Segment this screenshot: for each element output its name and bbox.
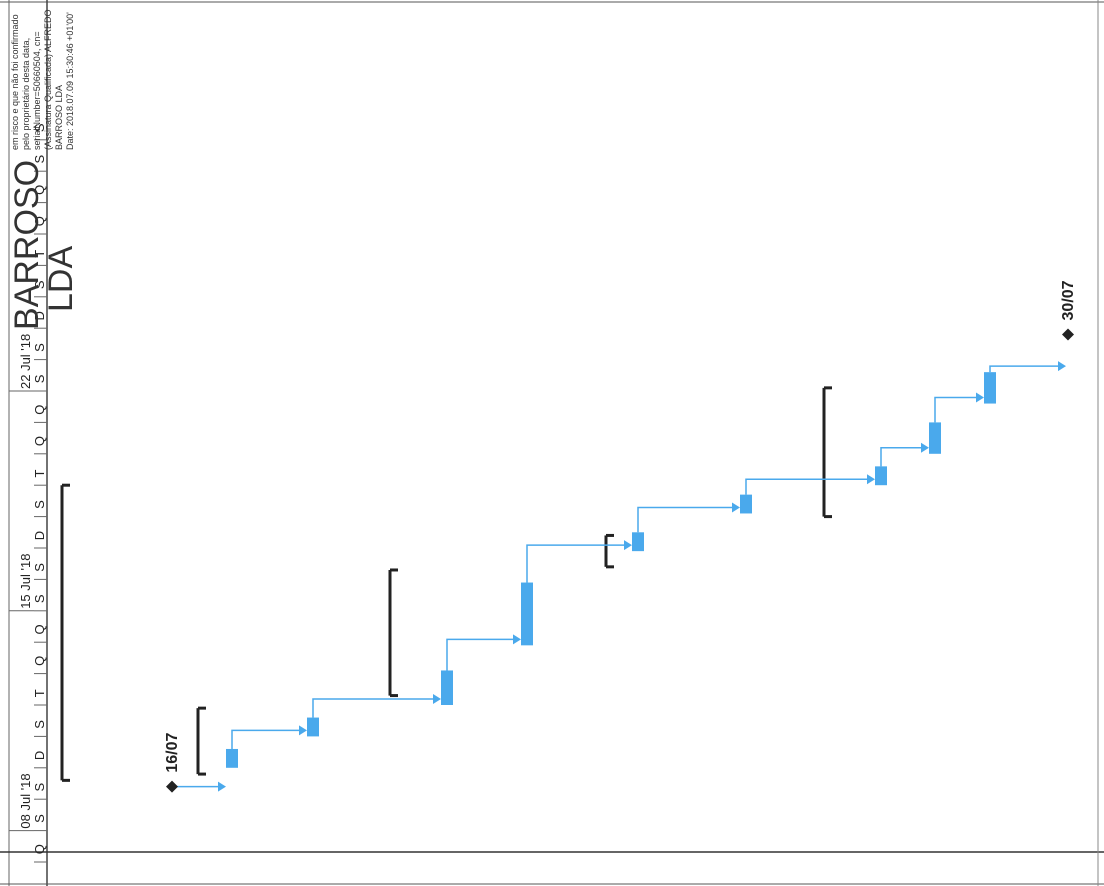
- day-tick-label: S: [32, 500, 47, 509]
- day-tick-label: Q: [32, 405, 47, 415]
- day-tick-label: S: [32, 594, 47, 603]
- stamp-line-2: LDA: [42, 246, 80, 312]
- signature-line: Date: 2018.07.09 15:30:46 +01'00': [65, 12, 75, 150]
- signature-line: em risco e que não foi confirmado: [10, 14, 20, 150]
- milestone-label: 16/07: [164, 732, 181, 772]
- day-tick-label: S: [32, 783, 47, 792]
- day-tick-label: D: [32, 531, 47, 540]
- signature-line: pelo proprietário desta data,: [21, 38, 31, 150]
- week-label: 15 Jul '18: [18, 554, 33, 609]
- day-tick-label: S: [32, 720, 47, 729]
- task-bar: [441, 670, 453, 705]
- signature-line: serialNumber=50660504, cn=: [32, 31, 42, 150]
- task-bar: [740, 495, 752, 514]
- day-tick-label: S: [32, 343, 47, 352]
- week-label: 08 Jul '18: [18, 773, 33, 828]
- day-tick-label: T: [32, 470, 47, 478]
- task-bar: [307, 718, 319, 737]
- task-bar: [929, 422, 941, 453]
- week-label: 22 Jul '18: [18, 334, 33, 389]
- milestone-label: 30/07: [1060, 280, 1077, 320]
- day-tick-label: Q: [32, 844, 47, 854]
- day-tick-label: Q: [32, 436, 47, 446]
- task-bar: [875, 466, 887, 485]
- signature-line: (Assinatura Qualificada) ALFREDO: [43, 9, 53, 150]
- day-tick-label: T: [32, 689, 47, 697]
- day-tick-label: S: [32, 814, 47, 823]
- signature-line: BARROSO LDA: [54, 85, 64, 150]
- task-bar: [226, 749, 238, 768]
- day-tick-label: Q: [32, 624, 47, 634]
- day-tick-label: S: [32, 374, 47, 383]
- digital-signature-block: em risco e que não foi confirmado pelo pr…: [10, 9, 75, 150]
- day-tick-label: Q: [32, 656, 47, 666]
- task-bar: [521, 583, 533, 646]
- day-tick-label: S: [32, 563, 47, 572]
- task-bar: [984, 372, 996, 403]
- stamp-line-1: BARROSO: [8, 160, 46, 330]
- task-bar: [632, 532, 644, 551]
- day-tick-label: D: [32, 751, 47, 760]
